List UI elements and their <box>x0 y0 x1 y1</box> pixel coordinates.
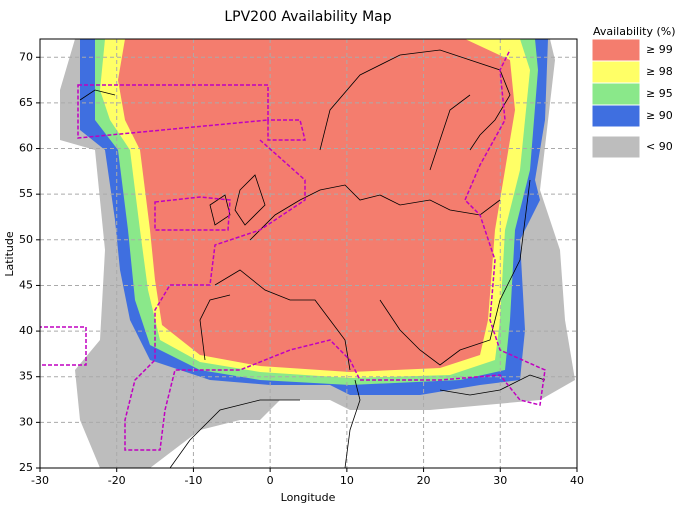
map-area <box>40 39 577 468</box>
x-tick-label: 20 <box>417 474 431 487</box>
y-tick-label: 60 <box>19 142 33 155</box>
y-tick-label: 45 <box>19 278 33 291</box>
legend-swatch <box>591 60 641 84</box>
fir-boundaries <box>40 49 546 451</box>
legend-swatch <box>591 82 641 106</box>
legend-title: Availability (%) <box>593 25 676 38</box>
y-tick-label: 50 <box>19 233 33 246</box>
chart-title: LPV200 Availability Map <box>224 9 391 25</box>
y-tick-label: 40 <box>19 324 33 337</box>
x-tick-label: -30 <box>31 474 49 487</box>
legend-label: < 90 <box>646 140 673 153</box>
legend-swatch <box>591 135 641 159</box>
plot-frame <box>39 38 578 469</box>
x-tick-label: -20 <box>108 474 126 487</box>
x-tick-label: 0 <box>267 474 274 487</box>
legend-swatch <box>591 38 641 62</box>
zone-99 <box>118 39 515 372</box>
y-tick-label: 70 <box>19 50 33 63</box>
legend-label: ≥ 95 <box>646 87 673 100</box>
legend-label: ≥ 90 <box>646 109 673 122</box>
x-tick-label: 10 <box>340 474 354 487</box>
y-tick-label: 25 <box>19 461 33 474</box>
legend-swatch <box>591 104 641 128</box>
legend-label: ≥ 99 <box>646 43 673 56</box>
coastlines <box>79 49 546 468</box>
x-tick-label: 30 <box>493 474 507 487</box>
x-tick-label: -10 <box>184 474 202 487</box>
y-tick-label: 55 <box>19 187 33 200</box>
y-tick-label: 65 <box>19 96 33 109</box>
x-axis-label: Longitude <box>281 491 336 504</box>
legend-label: ≥ 98 <box>646 65 673 78</box>
y-axis-label: Latitude <box>3 231 16 277</box>
y-tick-label: 30 <box>19 415 33 428</box>
x-tick-label: 40 <box>570 474 584 487</box>
y-tick-label: 35 <box>19 370 33 383</box>
